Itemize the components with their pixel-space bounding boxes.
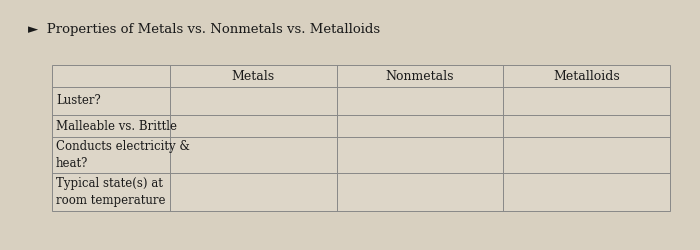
Text: Malleable vs. Brittle: Malleable vs. Brittle (56, 119, 177, 132)
Text: Nonmetals: Nonmetals (386, 70, 454, 83)
Text: Luster?: Luster? (56, 94, 101, 107)
Text: Conducts electricity &
heat?: Conducts electricity & heat? (56, 140, 190, 169)
Text: Metalloids: Metalloids (553, 70, 620, 83)
Bar (52, 66, 670, 211)
Text: Typical state(s) at
room temperature: Typical state(s) at room temperature (56, 176, 165, 206)
Text: Metals: Metals (232, 70, 275, 83)
Bar (52, 66, 670, 211)
Text: ►  Properties of Metals vs. Nonmetals vs. Metalloids: ► Properties of Metals vs. Nonmetals vs.… (28, 22, 380, 35)
